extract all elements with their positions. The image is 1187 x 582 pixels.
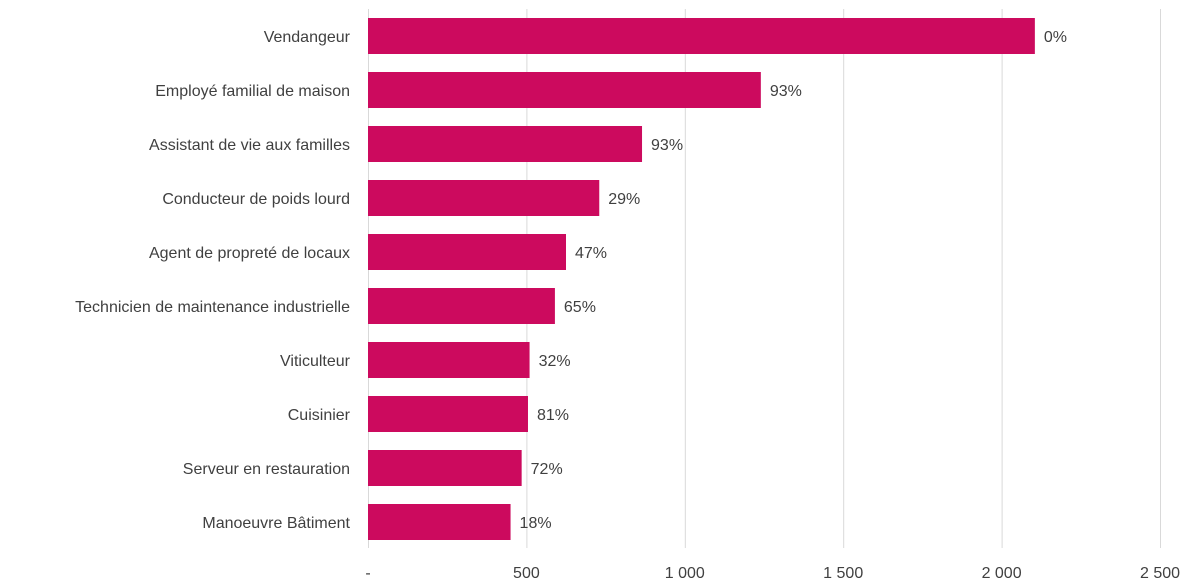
bars xyxy=(368,18,1035,540)
x-tick-label: 2 000 xyxy=(982,565,1022,582)
x-axis-tick-labels: - 500 1 000 1 500 2 000 2 500 xyxy=(365,565,1180,582)
category-labels: Vendangeur Employé familial de maison Ass… xyxy=(75,29,351,532)
category-label: Serveur en restauration xyxy=(183,461,350,478)
category-label: Viticulteur xyxy=(280,353,351,370)
category-label: Employé familial de maison xyxy=(155,83,350,100)
data-label: 47% xyxy=(575,245,607,262)
data-labels: 0% 93% 93% 29% 47% 65% 32% 81% 72% 18% xyxy=(520,29,1067,532)
x-tick-label: 1 000 xyxy=(665,565,705,582)
x-tick-label: 1 500 xyxy=(823,565,863,582)
x-tick-label: 2 500 xyxy=(1140,565,1180,582)
bar xyxy=(368,342,530,378)
data-label: 65% xyxy=(564,299,596,316)
bar xyxy=(368,72,761,108)
category-label: Agent de propreté de locaux xyxy=(149,245,350,262)
category-label: Assistant de vie aux familles xyxy=(149,137,350,154)
bar xyxy=(368,396,528,432)
x-tick-label: - xyxy=(365,565,370,582)
data-label: 18% xyxy=(520,515,552,532)
data-label: 72% xyxy=(531,461,563,478)
data-label: 93% xyxy=(651,137,683,154)
category-label: Manoeuvre Bâtiment xyxy=(202,515,350,532)
category-label: Vendangeur xyxy=(264,29,351,46)
x-tick-label: 500 xyxy=(513,565,540,582)
category-label: Conducteur de poids lourd xyxy=(162,191,350,208)
data-label: 29% xyxy=(608,191,640,208)
bar xyxy=(368,126,643,162)
bar xyxy=(368,288,555,324)
data-label: 0% xyxy=(1044,29,1067,46)
bar xyxy=(368,450,522,486)
bar xyxy=(368,234,566,270)
category-label: Technicien de maintenance industrielle xyxy=(75,299,350,316)
data-label: 32% xyxy=(539,353,571,370)
bar xyxy=(368,504,511,540)
data-label: 81% xyxy=(537,407,569,424)
bar xyxy=(368,180,600,216)
bar xyxy=(368,18,1035,54)
data-label: 93% xyxy=(770,83,802,100)
category-label: Cuisinier xyxy=(288,407,351,424)
